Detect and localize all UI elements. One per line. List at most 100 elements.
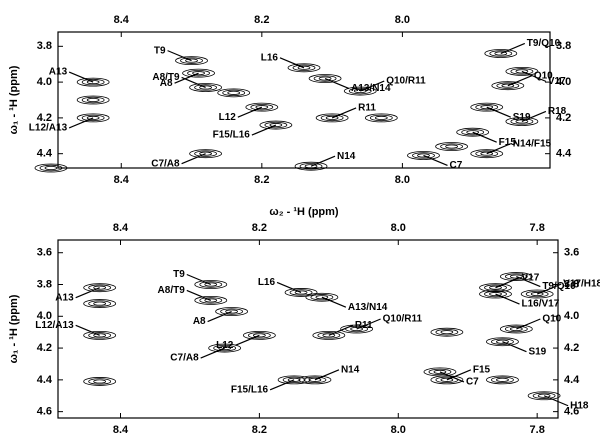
- peak-contour: [182, 68, 215, 78]
- peak-contour: [428, 368, 452, 376]
- peak-contour: [287, 377, 301, 382]
- x-axis-label: ω₂ - ¹H (ppm): [269, 206, 339, 218]
- peak-contour: [194, 295, 228, 305]
- peak-contour: [440, 377, 454, 382]
- peak-contour: [430, 327, 464, 337]
- peak-contour: [433, 369, 447, 374]
- peak-contour: [204, 298, 218, 303]
- peak-contour: [204, 282, 218, 287]
- annotation-leader: [328, 324, 354, 336]
- peak-contour: [34, 163, 68, 173]
- peak-contour: [310, 294, 334, 301]
- peak-contour: [496, 82, 520, 89]
- peak-contour: [315, 295, 329, 300]
- peak-contour: [298, 375, 332, 385]
- y-tick-label: 4.2: [564, 342, 579, 354]
- peak-contour: [86, 80, 100, 85]
- annotation-leader: [500, 42, 526, 55]
- peak-contour: [509, 274, 523, 279]
- peak-contour: [353, 89, 367, 94]
- annotation-leader: [269, 379, 295, 391]
- annotation: C7/A8: [170, 353, 199, 364]
- x-tick-label: 8.0: [391, 424, 406, 436]
- peak-contour: [250, 103, 274, 111]
- annotation-leader: [75, 287, 100, 299]
- peak-contour: [83, 330, 117, 340]
- peak-contour: [297, 65, 311, 70]
- peak-contour: [320, 114, 344, 122]
- annotation: A13: [49, 67, 68, 78]
- peak-contour: [264, 121, 288, 129]
- y-tick-label: 4.4: [37, 374, 53, 386]
- annotation: L12: [216, 340, 234, 351]
- annotation-leader: [207, 310, 232, 323]
- x-tick-label: 8.4: [113, 424, 129, 436]
- annotation-leader: [543, 395, 569, 407]
- annotation: A8: [193, 316, 206, 327]
- peak-contour: [479, 283, 512, 293]
- y-axis-label: ω₁ - ¹H (ppm): [8, 65, 20, 134]
- peak-contour: [484, 290, 507, 298]
- annotation-leader: [167, 50, 192, 62]
- annotation: A13/N14: [348, 302, 388, 313]
- annotation: C7: [466, 377, 479, 388]
- peak-contour: [76, 77, 110, 87]
- peak-contour: [76, 95, 110, 105]
- peak-contour: [81, 78, 105, 86]
- y-tick-label: 3.6: [37, 247, 52, 259]
- annotation-leader: [495, 293, 520, 305]
- peak-contour: [515, 119, 529, 124]
- peak-contour: [530, 292, 544, 297]
- annotation: L12/A13: [35, 320, 74, 331]
- y-tick-label: 4.0: [556, 76, 571, 88]
- x-tick-label: 8.0: [391, 222, 406, 234]
- peak-contour: [189, 149, 223, 159]
- peak-contour: [475, 150, 499, 157]
- annotation-leader: [439, 371, 465, 383]
- annotation-leader: [181, 76, 206, 89]
- peak-contour: [315, 113, 349, 123]
- peak-contour: [480, 151, 494, 156]
- annotation: F15/L16: [231, 384, 269, 395]
- annotation: T9: [154, 45, 166, 56]
- y-tick-label: 4.4: [37, 148, 53, 160]
- peak-contour: [479, 289, 512, 299]
- annotation-leader: [331, 107, 357, 119]
- annotation-leader: [472, 131, 497, 143]
- annotation: T9: [173, 269, 185, 280]
- annotation: R11: [358, 103, 376, 114]
- annotation-leader: [68, 71, 94, 83]
- annotation-leader: [314, 369, 340, 381]
- annotation-leader: [356, 318, 381, 330]
- y-tick-label: 3.8: [37, 278, 52, 290]
- annotation-leader: [423, 154, 448, 167]
- peak-contour: [369, 114, 393, 122]
- peak-contour: [304, 164, 318, 169]
- peak-contour: [537, 393, 551, 398]
- plot-frame: [57, 31, 551, 169]
- peak-contour: [489, 50, 513, 57]
- peak-contour: [208, 343, 242, 353]
- annotation-leader: [279, 57, 305, 69]
- y-tick-label: 4.4: [556, 148, 572, 160]
- annotation-leader: [181, 153, 206, 165]
- annotation-leader: [310, 155, 336, 167]
- annotation: A8/T9: [158, 285, 186, 296]
- peak-contour: [305, 292, 339, 302]
- peak-contour: [325, 115, 339, 120]
- annotation: A8: [160, 78, 173, 89]
- peak-contour: [504, 325, 528, 333]
- peak-contour: [491, 338, 514, 345]
- peak-contour: [83, 299, 117, 308]
- annotation: L16: [258, 277, 276, 288]
- peak-contour: [217, 88, 251, 98]
- peak-contour: [456, 127, 490, 137]
- annotation: F15/L16: [213, 130, 251, 141]
- peak-contour: [343, 86, 377, 96]
- peak-contour: [175, 56, 208, 66]
- peak-contour: [445, 144, 459, 149]
- x-tick-label: 8.4: [113, 222, 129, 234]
- peak-contour: [417, 153, 430, 158]
- peak-contour: [470, 102, 504, 112]
- annotation: F15: [473, 364, 491, 375]
